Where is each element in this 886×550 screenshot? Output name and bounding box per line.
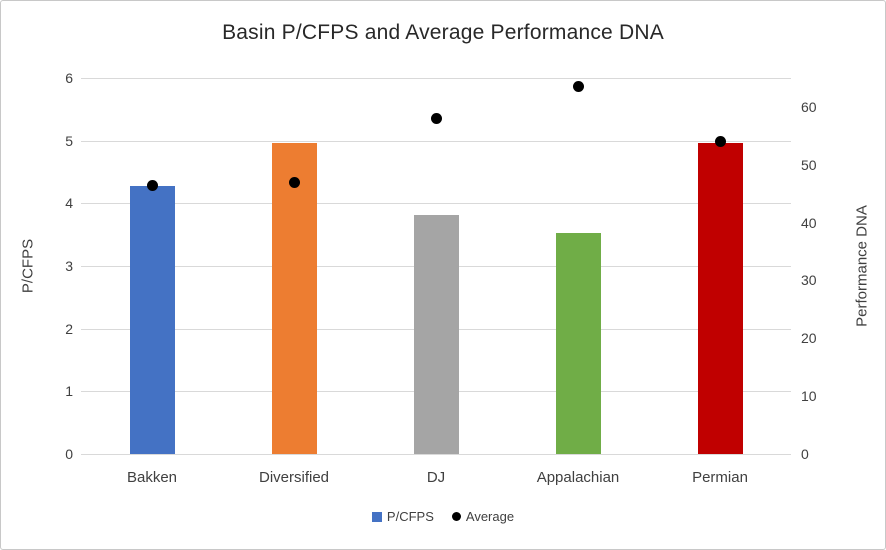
right-tick-label: 40 [801,214,817,231]
average-point-dj [430,112,442,124]
category-label-dj: DJ [426,469,446,486]
left-tick-label: 5 [65,132,73,149]
right-tick-label: 50 [801,156,817,173]
left-tick-label: 4 [65,195,73,212]
category-label-permian: Permian [692,469,748,486]
gridline [81,203,791,205]
right-tick-label: 10 [801,388,817,405]
left-tick-label: 2 [65,320,73,337]
average-point-bakken [146,179,158,191]
scatter-series-marker-icon [451,512,461,521]
legend-label-average: Average [465,509,515,524]
gridline [81,140,791,142]
average-point-permian [714,136,726,148]
right-axis-title: Performance DNA [853,205,871,327]
average-point-diversified [288,176,300,188]
bar-series-swatch-icon [371,511,382,522]
plot-area [81,78,791,455]
category-label-bakken: Bakken [126,469,178,486]
right-tick-label: 20 [801,330,817,347]
left-tick-label: 0 [65,446,73,462]
legend-item-pcfps: P/CFPS [371,509,434,524]
bar-appalachian [555,232,601,454]
gridline [81,78,791,79]
right-tick-label: 0 [801,446,809,462]
chart-title: Basin P/CFPS and Average Performance DNA [222,21,664,44]
category-label-appalachian: Appalachian [536,469,620,486]
bar-diversified [271,142,317,454]
gridline [81,454,791,455]
legend-label-pcfps: P/CFPS [386,509,434,524]
left-tick-label: 1 [65,383,73,400]
left-tick-label: 6 [65,70,73,86]
legend-item-average: Average [451,509,515,524]
average-point-appalachian [572,81,584,93]
category-label-diversified: Diversified [258,469,330,486]
left-tick-label: 3 [65,258,73,274]
legend: P/CFPS Average [1,509,885,524]
right-tick-label: 30 [801,272,817,289]
right-tick-label: 60 [801,98,817,115]
bar-permian [697,142,743,454]
bar-bakken [129,186,175,454]
bar-dj [413,215,459,454]
